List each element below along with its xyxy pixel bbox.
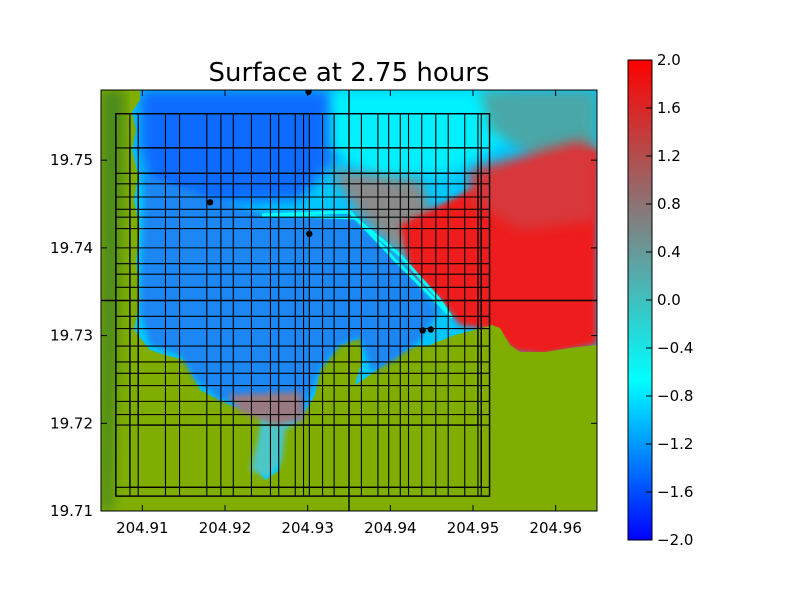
surface-harbor-cyan-rim <box>261 210 454 320</box>
y-axis: 19.71 19.72 19.73 19.74 19.75 <box>50 151 597 520</box>
gauge-markers <box>206 90 435 334</box>
x-tick-label: 204.95 <box>447 519 500 537</box>
plot-frame <box>100 89 598 512</box>
surface-east-dark-red <box>470 140 597 230</box>
x-tick-label: 204.96 <box>529 519 582 537</box>
surface-south-rose <box>228 392 305 425</box>
amr-patch-border <box>137 172 479 426</box>
land-west-coast <box>101 90 597 511</box>
x-tick-label: 204.91 <box>116 519 169 537</box>
colorbar-ticks: 2.0 1.6 1.2 0.8 0.4 0.0 −0.4 −0.8 −1.2 −1.6 −2.0 <box>646 51 693 549</box>
colorbar-tick-label: 0.8 <box>657 195 681 213</box>
y-tick-label: 19.74 <box>50 239 93 257</box>
amr-patch-border <box>129 147 482 489</box>
surface-harbor-basin <box>140 175 440 420</box>
gauge-point <box>206 199 214 206</box>
gauge-point <box>427 326 435 333</box>
x-axis: 204.91 204.92 204.93 204.94 204.95 204.96 <box>116 90 582 537</box>
chart-title: Surface at 2.75 hours <box>209 58 490 88</box>
gauge-point <box>305 90 312 95</box>
colorbar-tick-label: 2.0 <box>657 51 681 69</box>
x-tick-label: 204.92 <box>199 519 252 537</box>
colorbar-tick-label: 1.6 <box>657 99 681 117</box>
gauge-point <box>419 327 426 334</box>
colorbar: 2.0 1.6 1.2 0.8 0.4 0.0 −0.4 −0.8 −1.2 −1.6 −2.0 <box>627 51 693 549</box>
gauge-point <box>306 230 313 238</box>
x-tick-label: 204.94 <box>364 519 417 537</box>
colorbar-tick-label: 1.2 <box>657 147 681 165</box>
colorbar-tick-label: −2.0 <box>657 531 693 549</box>
amr-patch-border <box>115 112 491 497</box>
colorbar-tick-label: −0.8 <box>657 387 693 405</box>
colorbar-tick-label: 0.0 <box>657 291 681 309</box>
y-tick-label: 19.75 <box>50 151 93 169</box>
y-tick-label: 19.71 <box>50 502 93 520</box>
colorbar-tick-label: −1.2 <box>657 435 693 453</box>
y-tick-label: 19.72 <box>50 414 93 432</box>
colorbar-tick-label: −1.6 <box>657 483 693 501</box>
surface-south-channel <box>250 412 300 478</box>
colorbar-tick-label: −0.4 <box>657 339 693 357</box>
colorbar-tick-label: 0.4 <box>657 243 681 261</box>
x-tick-label: 204.93 <box>281 519 334 537</box>
amr-grid <box>101 90 597 511</box>
y-tick-label: 19.73 <box>50 327 93 345</box>
